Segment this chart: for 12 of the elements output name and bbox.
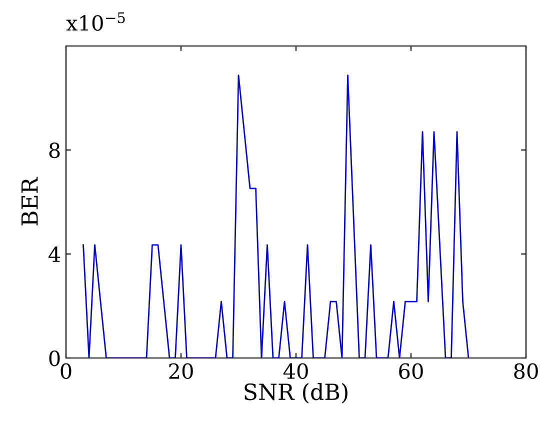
y-tick-label: 8 [49, 142, 60, 158]
x-tick-label: 0 [60, 363, 72, 379]
x-tick-label: 40 [283, 363, 308, 379]
line-series [82, 74, 470, 358]
text: x10$^{−5}$ [66, 12, 125, 31]
y-tick-label: 4 [48, 246, 60, 262]
x-tick-label: 60 [399, 363, 423, 379]
y-axis-title: BER [22, 176, 38, 226]
x-tick-label: 80 [514, 363, 538, 379]
y-tick-label: 0 [49, 350, 60, 366]
x-axis-title: SNR (dB) [244, 383, 348, 404]
x-tick-label: 20 [169, 363, 193, 379]
